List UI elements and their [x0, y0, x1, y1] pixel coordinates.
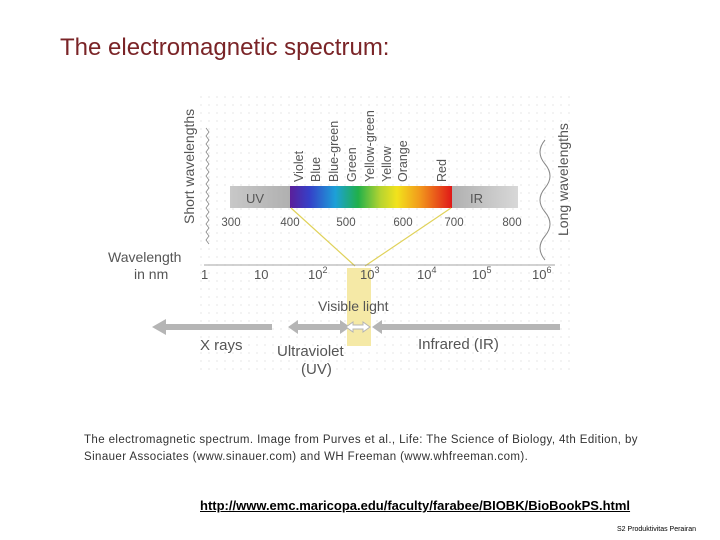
color-label-red: Red — [435, 159, 449, 182]
spectrum-diagram: Short wavelengths Long wavelengths Viole… — [108, 90, 575, 378]
uv-band-label: UV — [246, 191, 264, 206]
color-label-yellow: Yellow — [380, 145, 394, 182]
ultraviolet-abbrev-label: (UV) — [301, 361, 332, 378]
ir-band — [452, 186, 518, 208]
long-wavelengths-label: Long wavelengths — [555, 123, 571, 236]
color-label-violet: Violet — [292, 150, 306, 182]
log-tick-10-3: 103 — [360, 265, 379, 282]
long-wave-curve — [539, 139, 551, 261]
nm-tick-400: 400 — [280, 217, 299, 229]
color-label-yellow-green: Yellow-green — [363, 110, 377, 182]
color-label-blue: Blue — [309, 157, 323, 182]
log-tick-1: 1 — [201, 267, 208, 282]
wavelength-label: Wavelength — [108, 249, 181, 265]
infrared-arrow — [372, 320, 560, 334]
zoom-line-left — [290, 207, 356, 267]
grid-background — [200, 90, 575, 376]
infrared-label: Infrared (IR) — [418, 336, 499, 353]
visible-light-label: Visible light — [318, 298, 389, 314]
zoom-line-right — [364, 207, 452, 267]
nm-tick-500: 500 — [336, 217, 355, 229]
x-ray-arrow — [152, 319, 272, 335]
log-scale-labels: 1 10 102 103 104 105 106 — [201, 265, 551, 282]
short-wavelengths-label: Short wavelengths — [181, 109, 197, 224]
color-labels: Violet Blue Blue-green Green Yellow-gree… — [292, 110, 449, 182]
visible-arrow — [345, 321, 371, 333]
visible-light-highlight — [347, 268, 371, 346]
footer-note: S2 Produktivitas Perairan — [617, 526, 696, 533]
log-tick-10: 10 — [254, 267, 268, 282]
slide-title: The electromagnetic spectrum: — [60, 34, 390, 61]
nm-tick-300: 300 — [221, 217, 240, 229]
nm-tick-800: 800 — [502, 217, 521, 229]
short-wave-squiggle — [205, 127, 210, 245]
log-tick-10-2: 102 — [308, 265, 327, 282]
color-label-green: Green — [345, 147, 359, 182]
range-arrows — [152, 319, 560, 335]
log-tick-10-6: 106 — [532, 265, 551, 282]
color-label-orange: Orange — [396, 140, 410, 182]
ultraviolet-label: Ultraviolet — [277, 343, 345, 360]
nm-tick-700: 700 — [444, 217, 463, 229]
nm-tick-labels: 300 400 500 600 700 800 — [221, 217, 521, 229]
x-rays-label: X rays — [200, 337, 243, 354]
wavelength-unit-label: in nm — [134, 266, 168, 282]
ultraviolet-arrow — [288, 320, 350, 334]
log-tick-10-4: 104 — [417, 265, 436, 282]
uv-band — [230, 186, 290, 208]
color-label-blue-green: Blue-green — [327, 121, 341, 182]
log-tick-10-5: 105 — [472, 265, 491, 282]
visible-band — [290, 186, 452, 208]
nm-tick-600: 600 — [393, 217, 412, 229]
ir-band-label: IR — [470, 191, 483, 206]
figure-caption: The electromagnetic spectrum. Image from… — [84, 434, 638, 463]
source-link[interactable]: http://www.emc.maricopa.edu/faculty/fara… — [200, 498, 631, 513]
